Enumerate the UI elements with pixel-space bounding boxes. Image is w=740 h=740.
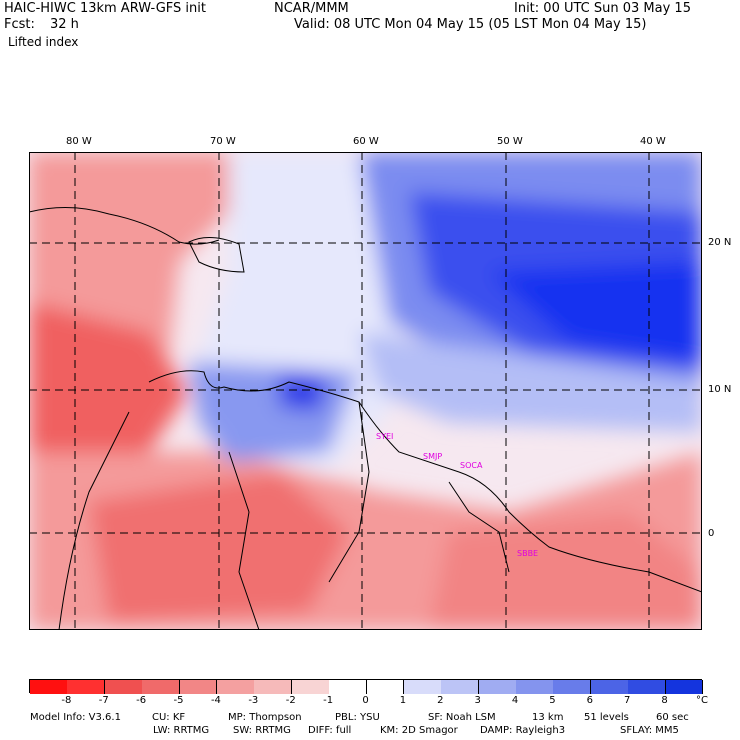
colorbar-tick-label: -4	[210, 695, 221, 706]
colorbar-tick-label: 1	[399, 695, 407, 706]
colorbar-swatch	[590, 680, 629, 694]
colorbar-swatch	[30, 680, 68, 694]
footer-diff: DIFF: full	[308, 725, 352, 736]
site-label-sbbe: SBBE	[517, 549, 539, 558]
footer-mp: MP: Thompson	[228, 712, 302, 723]
colorbar-tick-label: -1	[323, 695, 334, 706]
organization-label: NCAR/MMM	[274, 1, 349, 16]
colorbar-tick-label: 7	[624, 695, 631, 706]
footer-km: KM: 2D Smagor	[380, 725, 458, 736]
colorbar-swatch	[441, 680, 480, 694]
colorbar-tick-label: -3	[248, 695, 259, 706]
lon-label-50w: 50 W	[497, 136, 523, 147]
footer-model-info: Model Info: V3.6.1	[30, 712, 121, 723]
colorbar-tick-label: -5	[173, 695, 184, 706]
footer-timestep: 60 sec	[656, 712, 689, 723]
lat-label-10n: 10 N	[708, 384, 732, 395]
site-label-soca: SOCA	[460, 461, 483, 470]
lon-label-70w: 70 W	[210, 136, 236, 147]
forecast-label: Fcst:	[4, 17, 35, 32]
colorbar-tick-label: -6	[136, 695, 147, 706]
lon-label-60w: 60 W	[353, 136, 379, 147]
colorbar-tick-label: -8	[61, 695, 72, 706]
lat-label-20n: 20 N	[708, 237, 732, 248]
colorbar-tick-label: -7	[98, 695, 109, 706]
colorbar-swatch	[104, 680, 143, 694]
lifted-index-map	[29, 152, 702, 630]
colorbar-swatch	[478, 680, 517, 694]
colorbar-swatch	[254, 680, 293, 694]
colorbar-tick-label: 8	[661, 695, 668, 706]
colorbar-swatch	[665, 680, 704, 694]
footer-resolution: 13 km	[532, 712, 564, 723]
site-label-syei: SYEI	[376, 432, 394, 441]
footer-levels: 51 levels	[584, 712, 629, 723]
footer-cu: CU: KF	[152, 712, 186, 723]
colorbar-swatch	[291, 680, 330, 694]
colorbar-swatch	[179, 680, 218, 694]
colorbar-tick-label: 4	[511, 695, 519, 706]
colorbar-swatch	[628, 680, 667, 694]
colorbar-swatch	[403, 680, 442, 694]
footer-pbl: PBL: YSU	[335, 712, 380, 723]
colorbar-swatch	[553, 680, 592, 694]
colorbar-swatch	[67, 680, 106, 694]
footer-damp: DAMP: Rayleigh3	[480, 725, 566, 736]
lat-label-0: 0	[708, 528, 715, 539]
init-time: Init: 00 UTC Sun 03 May 15	[514, 1, 691, 16]
lon-label-80w: 80 W	[66, 136, 92, 147]
colorbar-swatch	[516, 680, 554, 694]
footer-sflay: SFLAY: MM5	[620, 725, 679, 736]
colorbar-swatch	[216, 680, 255, 694]
colorbar-tick-label: 2	[437, 695, 444, 706]
model-title: HAIC-HIWC 13km ARW-GFS init	[4, 1, 206, 16]
colorbar-swatch	[142, 680, 181, 694]
valid-time: Valid: 08 UTC Mon 04 May 15 (05 LST Mon …	[294, 17, 647, 32]
footer-sw: SW: RRTMG	[233, 725, 291, 736]
lon-label-40w: 40 W	[640, 136, 666, 147]
colorbar-tick-label: 3	[474, 695, 481, 706]
colorbar-swatch	[329, 680, 367, 694]
colorbar-tick-label: -2	[285, 695, 296, 706]
forecast-hour: 32 h	[50, 17, 79, 32]
colorbar-tick-label: 5	[549, 695, 556, 706]
colorbar-tick-label: 0	[362, 695, 369, 706]
colorbar	[29, 679, 704, 694]
colorbar-unit: °C	[696, 695, 708, 706]
colorbar-swatch	[366, 680, 405, 694]
colorbar-tick-label: 6	[586, 695, 594, 706]
footer-lw: LW: RRTMG	[153, 725, 210, 736]
field-name: Lifted index	[8, 35, 79, 49]
footer-sf: SF: Noah LSM	[428, 712, 496, 723]
site-label-smjp: SMJP	[423, 452, 443, 461]
